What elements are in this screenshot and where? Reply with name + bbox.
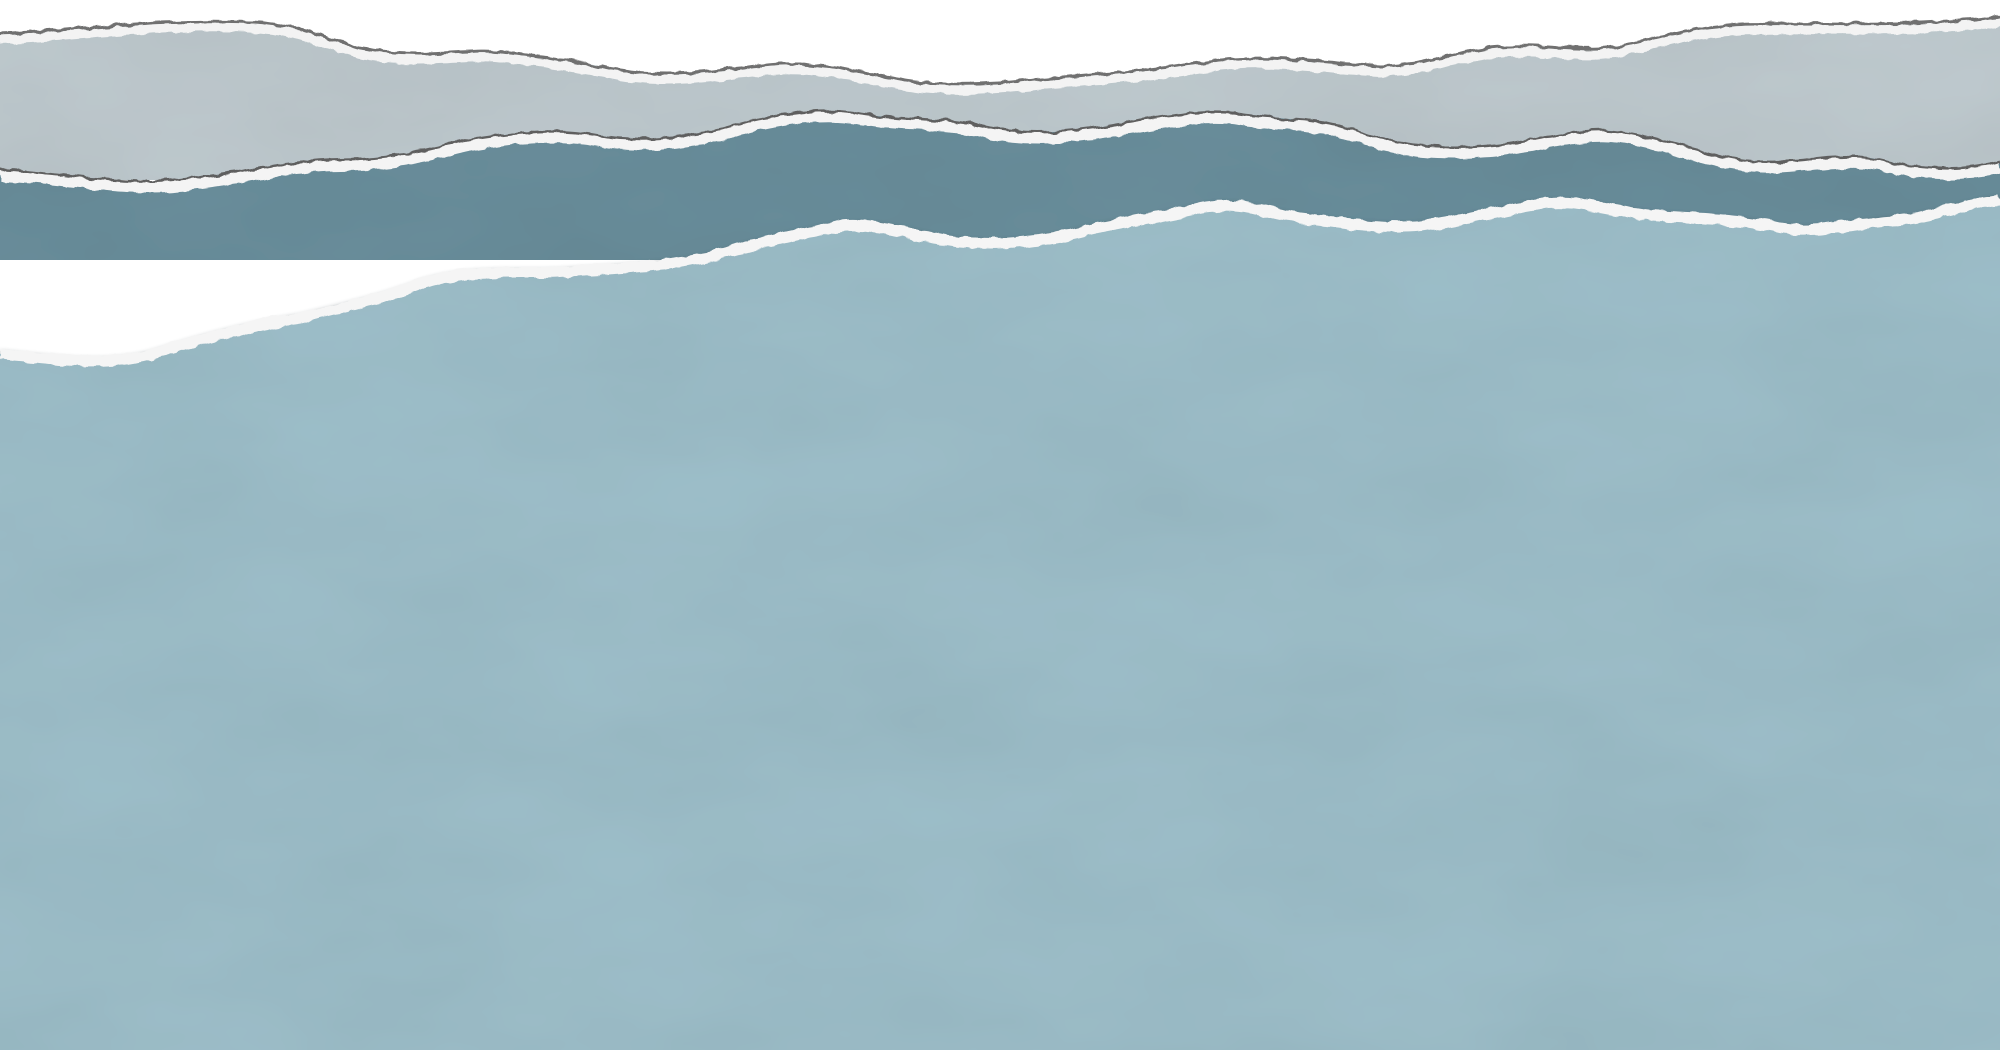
bottom-blue-sheet (0, 194, 2000, 1050)
